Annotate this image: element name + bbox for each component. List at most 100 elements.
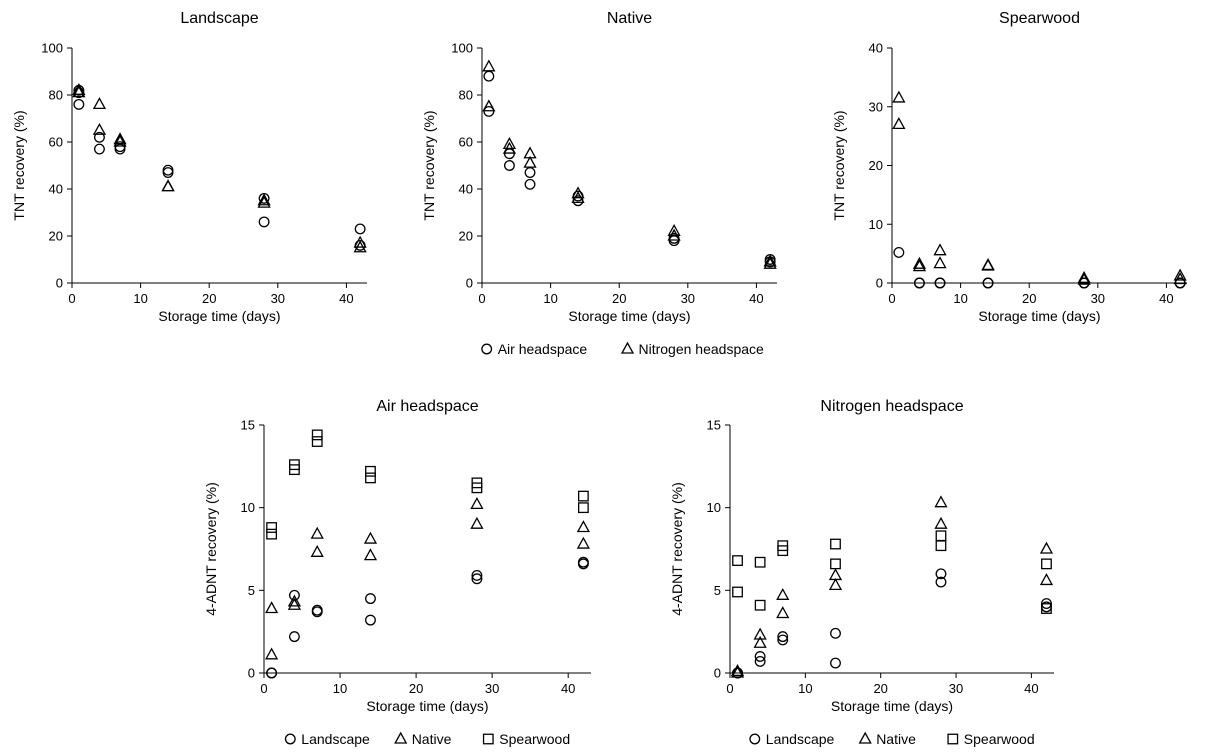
x-tick-label: 30 [681,291,695,306]
x-tick-label: 0 [260,681,267,696]
y-tick-label: 100 [451,41,473,56]
data-point-triangle [353,240,367,253]
data-point-triangle [571,186,585,199]
y-tick-label: 20 [869,158,883,173]
y-tick-label: 10 [241,500,255,515]
data-point-circle [162,167,174,179]
data-point-circle [893,246,905,258]
data-point-square [577,502,589,514]
data-point-triangle [265,601,279,614]
data-point-circle [93,143,105,155]
legend-marker-square [482,733,494,745]
data-point-triangle [730,665,745,678]
data-point-triangle [934,516,948,529]
data-point-triangle [892,90,906,103]
x-tick-label: 40 [1024,681,1038,696]
x-tick-label: 40 [561,681,575,696]
data-point-triangle [161,179,175,192]
data-point-triangle [828,578,843,591]
data-point-square [365,472,376,484]
data-point-triangle [113,134,127,147]
y-tick-label: 15 [707,418,721,433]
data-point-circle [524,178,536,190]
y-axis-label: TNT recovery (%) [11,110,27,220]
data-point-square [577,490,589,502]
axis-lines [263,425,591,674]
x-tick-label: 10 [133,291,147,306]
data-point-triangle [576,520,590,533]
data-point-triangle [470,497,484,510]
data-point-triangle [523,155,537,168]
data-point-triangle [776,606,790,619]
data-point-square [754,599,766,611]
x-tick-label: 30 [485,681,499,696]
y-tick-label: 10 [869,217,883,232]
data-point-triangle [912,259,927,272]
x-axis-label: Storage time (days) [978,308,1100,324]
data-point-circle [777,634,789,646]
y-tick-label: 0 [714,666,721,681]
data-point-triangle [92,122,107,135]
data-point-circle [913,277,925,289]
data-point-circle [93,131,105,143]
data-point-circle [935,576,947,588]
data-point-square [289,464,300,476]
data-point-circle [982,277,994,289]
data-point-square [1041,603,1052,614]
data-point-triangle [933,256,947,269]
data-point-circle [524,167,536,179]
y-tick-label: 80 [49,88,63,103]
data-point-triangle [310,526,324,539]
y-tick-label: 5 [714,583,721,598]
x-axis-label: Storage time (days) [568,308,690,324]
data-point-triangle [257,193,271,206]
data-point-square [1041,558,1052,570]
data-point-triangle [502,141,517,154]
legend-label: Nitrogen headspace [639,341,765,357]
legend: Air headspace Nitrogen headspace [481,341,765,357]
y-tick-label: 30 [869,99,883,114]
y-tick-label: 40 [459,182,473,197]
y-tick-label: 80 [459,88,473,103]
y-tick-label: 0 [876,276,883,291]
chart-spearwood: Spearwood 0 10 20 30 40 0 10 20 30 40 Storage time … [831,10,1187,324]
x-tick-label: 20 [612,291,626,306]
data-point-triangle [981,258,995,271]
y-tick-label: 0 [466,276,473,291]
x-axis-label: Storage time (days) [158,308,280,324]
y-axis-label: 4-ADNT recovery (%) [203,482,219,616]
data-point-square [311,429,323,441]
data-point-circle [114,141,126,153]
data-point-square [266,522,278,533]
data-point-square [311,436,323,447]
data-point-triangle [763,256,777,269]
data-point-triangle [753,627,767,640]
data-point-square [935,540,947,552]
x-tick-label: 40 [1159,291,1173,306]
y-tick-label: 60 [459,135,473,150]
legend-label: Spearwood [964,731,1035,747]
legend-label: Native [876,731,916,747]
x-tick-label: 10 [798,681,812,696]
x-tick-label: 30 [1091,291,1105,306]
data-point-square [365,465,376,477]
data-point-triangle [776,587,790,600]
data-point-circle [830,627,841,639]
legend-label: Spearwood [499,731,570,747]
y-tick-label: 20 [49,229,63,244]
data-point-triangle [482,59,496,72]
data-point-circle [483,70,495,82]
data-point-circle [266,667,278,679]
data-point-triangle [828,568,843,581]
y-axis-label: TNT recovery (%) [421,110,437,220]
data-point-circle [288,631,300,643]
y-axis-label: TNT recovery (%) [831,110,847,220]
legend: Landscape Native Spearwood [284,731,570,747]
data-point-circle [577,558,589,570]
data-point-triangle [310,544,324,557]
y-tick-label: 5 [248,583,255,598]
data-point-triangle [92,97,107,110]
data-point-circle [354,223,366,235]
data-point-square [777,545,789,557]
